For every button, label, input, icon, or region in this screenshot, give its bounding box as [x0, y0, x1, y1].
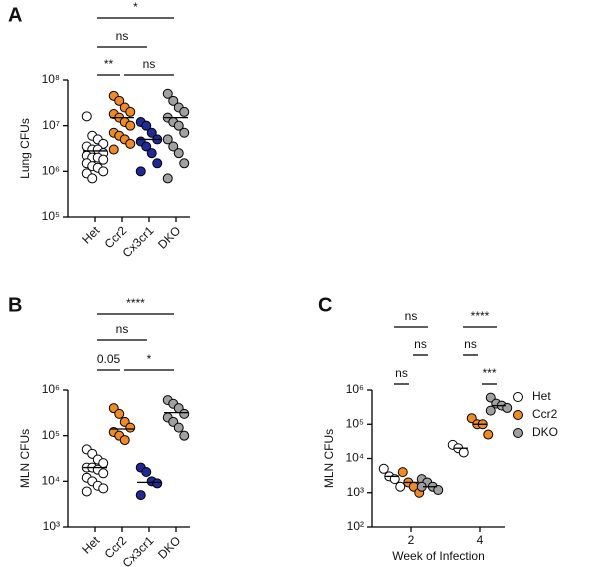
significance-label: **	[104, 57, 114, 71]
significance-label: *	[133, 0, 138, 14]
data-point	[152, 158, 163, 169]
legend-marker	[513, 428, 523, 438]
panel-letter: A	[8, 4, 22, 26]
y-tick-label: 10⁴	[345, 451, 364, 465]
data-point	[125, 120, 136, 131]
x-tick-label: Het	[79, 533, 103, 557]
panel-letter: C	[318, 294, 332, 316]
data-point	[87, 173, 98, 184]
legend-marker	[513, 410, 523, 420]
data-point	[141, 141, 152, 152]
data-point	[146, 127, 157, 138]
x-tick-label: Het	[79, 223, 103, 247]
y-tick-label: 10⁶	[42, 382, 60, 396]
x-axis-label: Week of Infection	[392, 549, 485, 563]
significance-label: ns	[116, 322, 129, 336]
y-axis-label: Lung CFUs	[18, 118, 32, 179]
data-point	[179, 106, 190, 117]
data-point	[483, 429, 494, 440]
y-tick-label: 10³	[347, 485, 364, 499]
data-point	[179, 430, 190, 441]
significance-label: ****	[126, 296, 145, 310]
y-tick-label: 10⁶	[346, 382, 364, 396]
x-tick-label: Cx3cr1	[120, 223, 157, 260]
x-tick-label: DKO	[155, 533, 183, 561]
data-point	[141, 467, 152, 478]
data-point	[162, 134, 173, 145]
panel-letter: B	[8, 294, 22, 316]
legend-marker	[513, 392, 523, 402]
data-point	[108, 144, 119, 155]
x-tick-label: 4	[477, 533, 484, 547]
data-point	[173, 148, 184, 159]
data-point	[114, 408, 125, 419]
data-point	[173, 120, 184, 131]
y-tick-label: 10⁷	[42, 118, 60, 132]
data-point	[173, 422, 184, 433]
data-point	[141, 120, 152, 131]
y-tick-label: 10²	[347, 519, 364, 533]
data-point	[395, 481, 406, 492]
data-point	[98, 468, 109, 479]
y-tick-label: 10⁵	[42, 209, 60, 223]
y-tick-label: 10⁴	[41, 474, 60, 488]
data-point	[135, 490, 146, 501]
legend-label: DKO	[532, 425, 558, 439]
significance-label: ns	[405, 309, 418, 323]
significance-label: ns	[116, 29, 129, 43]
y-tick-label: 10⁸	[42, 72, 60, 86]
significance-label: ns	[143, 57, 156, 71]
data-point	[114, 95, 125, 106]
data-point	[125, 138, 136, 149]
significance-label: ns	[464, 337, 477, 351]
x-tick-label: 2	[408, 533, 415, 547]
data-point	[135, 166, 146, 177]
data-point	[458, 447, 469, 458]
significance-label: ns	[395, 366, 408, 380]
significance-label: *	[147, 352, 152, 366]
significance-label: ****	[471, 309, 490, 323]
data-point	[502, 402, 513, 413]
data-point	[433, 485, 444, 496]
x-tick-label: Cx3cr1	[120, 533, 157, 567]
data-point	[179, 127, 190, 138]
data-point	[168, 95, 179, 106]
significance-label: 0.05	[97, 352, 121, 366]
data-point	[179, 408, 190, 419]
data-point	[162, 173, 173, 184]
data-point	[146, 148, 157, 159]
data-point	[98, 483, 109, 494]
y-tick-label: 10⁵	[346, 416, 364, 430]
y-tick-label: 10³	[43, 519, 60, 533]
data-point	[119, 435, 130, 446]
legend-label: Het	[532, 389, 551, 403]
y-tick-label: 10⁶	[42, 164, 60, 178]
data-point	[152, 478, 163, 489]
data-point	[179, 158, 190, 169]
data-point	[485, 405, 496, 416]
data-point	[81, 486, 92, 497]
data-point	[162, 88, 173, 99]
y-axis-label: MLN CFUs	[18, 429, 32, 488]
significance-label: ***	[482, 366, 496, 380]
data-point	[98, 166, 109, 177]
data-point	[125, 422, 136, 433]
significance-label: ns	[414, 337, 427, 351]
y-axis-label: MLN CFUs	[322, 429, 336, 488]
data-point	[125, 106, 136, 117]
y-tick-label: 10⁵	[42, 428, 60, 442]
data-point	[81, 111, 92, 122]
data-point	[98, 154, 109, 165]
data-point	[378, 463, 389, 474]
x-tick-label: DKO	[155, 223, 183, 251]
data-point	[397, 467, 408, 478]
data-point	[168, 141, 179, 152]
legend-label: Ccr2	[532, 407, 558, 421]
